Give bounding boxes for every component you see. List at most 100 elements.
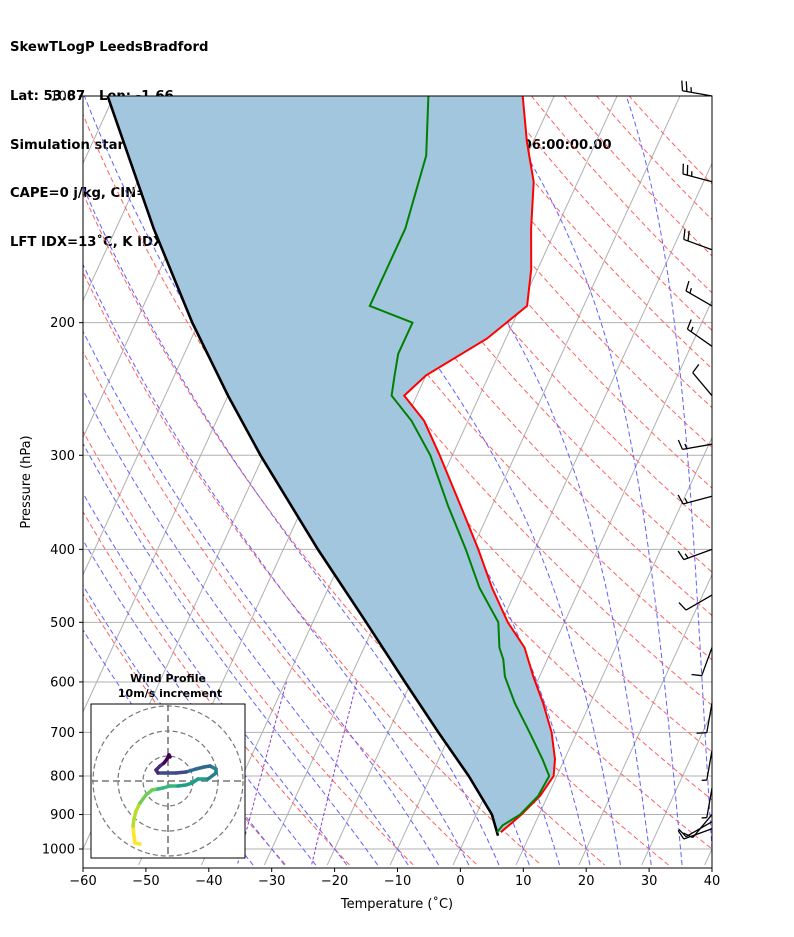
moist-adiabat — [360, 96, 652, 866]
moist-adiabat — [83, 442, 379, 866]
y-tick-label: 800 — [50, 770, 75, 785]
barb-staff — [683, 238, 713, 251]
wind-barb — [691, 647, 713, 677]
wind-barb — [701, 787, 713, 819]
barb-half — [684, 497, 688, 504]
barb-flag — [681, 80, 684, 91]
mixing-ratio-line — [236, 681, 287, 866]
wind-barb — [677, 494, 713, 505]
y-tick-label: 200 — [50, 316, 75, 331]
axes: −60 −50 −40 −30 −20 −10 0 10 20 30 40 100 200 300 400 5… — [42, 90, 720, 890]
wind-barb — [677, 439, 713, 451]
moist-adiabat — [262, 96, 621, 866]
dry-adiabat — [83, 350, 478, 866]
barb-half — [684, 443, 688, 449]
barb-flag — [686, 319, 692, 330]
x-tick-label: −50 — [132, 874, 159, 889]
barb-staff — [685, 821, 713, 838]
dry-adiabat — [83, 271, 542, 866]
barb-half — [689, 288, 693, 294]
inset-subtitle: 10m/s increment — [118, 687, 222, 700]
dry-adiabat — [530, 96, 712, 294]
moist-adiabat — [83, 263, 470, 866]
dry-adiabat — [498, 96, 712, 332]
wind-barb — [681, 80, 713, 97]
temperature-profile — [402, 96, 557, 833]
barb-flag — [677, 550, 685, 560]
dry-adiabat — [563, 96, 712, 257]
barb-flag — [683, 229, 686, 240]
x-tick-label: −20 — [321, 874, 348, 889]
isotherm-line — [515, 436, 712, 866]
cin-fill — [107, 96, 555, 833]
dry-adiabat — [83, 430, 414, 866]
barb-staff — [706, 787, 713, 818]
wind-profile-inset: Wind Profile 10m/s increment — [90, 672, 246, 859]
barb-flag — [677, 494, 684, 505]
y-tick-label: 600 — [50, 675, 75, 690]
barb-flag — [687, 230, 690, 242]
barb-staff — [687, 328, 713, 347]
moist-adiabat — [625, 96, 712, 858]
barb-staff — [683, 548, 713, 561]
x-tick-label: 0 — [456, 874, 464, 889]
x-tick-label: −30 — [258, 874, 285, 889]
dewpoint-profile — [368, 96, 551, 833]
wind-barb — [678, 594, 713, 611]
barb-flag — [696, 731, 707, 734]
dry-adiabat — [596, 96, 712, 221]
isotherm-line — [641, 710, 712, 866]
barb-flag — [685, 280, 690, 292]
barb-staff — [685, 594, 713, 611]
barb-staff — [682, 90, 713, 97]
y-tick-label: 500 — [50, 616, 75, 631]
barb-staff — [685, 290, 713, 307]
x-tick-label: 30 — [641, 874, 658, 889]
isotherm-line — [83, 96, 178, 302]
y-axis-label: Pressure (hPa) — [19, 435, 34, 528]
barb-half — [684, 553, 689, 559]
wind-barb — [682, 163, 713, 183]
y-tick-label: 1000 — [42, 843, 75, 858]
y-tick-label: 400 — [50, 543, 75, 558]
moist-adiabat — [83, 185, 500, 866]
x-tick-label: 20 — [578, 874, 595, 889]
wind-barb — [701, 750, 713, 782]
x-tick-label: −40 — [195, 874, 222, 889]
x-tick-label: −10 — [384, 874, 411, 889]
mixing-ratio-line — [311, 681, 358, 866]
chart-title: SkewTLogP LeedsBradford — [10, 40, 209, 56]
barb-staff — [706, 702, 713, 733]
moist-adiabat — [490, 96, 683, 866]
hodograph-segment — [167, 753, 172, 759]
barb-staff — [682, 495, 713, 505]
moist-adiabat — [721, 79, 745, 865]
parcel-profile — [106, 96, 500, 837]
barb-staff — [682, 173, 713, 183]
moist-adiabat — [83, 492, 348, 866]
barb-flag — [691, 673, 702, 677]
barb-staff — [682, 443, 713, 451]
dry-adiabat — [335, 96, 712, 531]
wind-barb — [677, 828, 713, 840]
plot-data — [106, 96, 557, 837]
moist-adiabat — [83, 389, 409, 866]
wind-barb — [692, 364, 713, 397]
barb-staff — [692, 372, 713, 397]
wind-barb — [678, 821, 713, 838]
barb-flag — [692, 364, 700, 374]
x-tick-label: 40 — [704, 874, 721, 889]
barb-flag — [678, 828, 687, 838]
isotherm-line — [326, 96, 681, 866]
wind-barb — [696, 702, 713, 734]
isotherm-line — [578, 573, 712, 866]
y-tick-label: 900 — [50, 808, 75, 823]
wind-barb — [685, 280, 713, 307]
x-tick-label: 10 — [515, 874, 532, 889]
dry-adiabat — [367, 96, 712, 489]
barb-flag — [677, 439, 684, 450]
y-tick-label: 100 — [50, 90, 75, 105]
y-tick-label: 300 — [50, 449, 75, 464]
barb-flag — [685, 81, 688, 92]
